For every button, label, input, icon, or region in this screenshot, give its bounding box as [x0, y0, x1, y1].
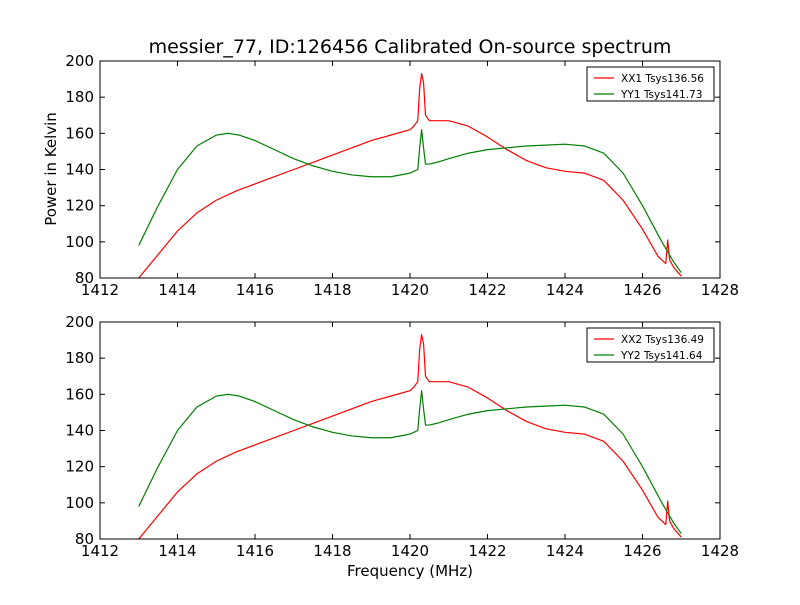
legend-label: YY1 Tsys141.73	[620, 89, 702, 101]
x-tick-label: 1424	[546, 542, 584, 560]
x-tick-label: 1412	[81, 542, 119, 560]
x-tick-label: 1420	[391, 281, 429, 299]
series-line-1-1	[138, 73, 682, 278]
y-tick-label: 200	[65, 313, 94, 331]
x-tick-label: 1422	[468, 281, 506, 299]
y-tick-label: 120	[65, 197, 94, 215]
y-tick-label: 200	[65, 52, 94, 70]
legend: XX2 Tsys136.49 YY2 Tsys141.64	[586, 327, 715, 363]
y-tick-label: 160	[65, 124, 94, 142]
x-tick-label: 1414	[158, 281, 196, 299]
y-tick-label: 140	[65, 161, 94, 179]
legend-label: YY2 Tsys141.64	[620, 350, 703, 362]
y-axis-title: Power in Kelvin	[42, 112, 60, 226]
subplot-1: 1412 1414 1416 1418 1420 1422 1424 1426 1428 80 10…	[65, 52, 739, 299]
legend-box	[586, 327, 715, 363]
y-tick-label: 140	[65, 422, 94, 440]
y-tick-label: 180	[65, 349, 94, 367]
x-tick-label: 1426	[623, 281, 661, 299]
y-tick-label: 100	[65, 494, 94, 512]
x-tick-label: 1426	[623, 542, 661, 560]
series-line-1-2	[138, 129, 682, 273]
x-tick-label: 1428	[701, 281, 739, 299]
x-tick-label: 1422	[468, 542, 506, 560]
x-tick-label: 1420	[391, 542, 429, 560]
legend-box	[586, 66, 715, 102]
x-tick-label: 1414	[158, 542, 196, 560]
subplot-2: 1412 1414 1416 1418 1420 1422 1424 1426 1428 80 10…	[65, 313, 739, 560]
series-line-2-1	[138, 334, 682, 539]
x-tick-label: 1418	[313, 542, 351, 560]
y-tick-label: 80	[75, 530, 94, 548]
x-tick-label: 1416	[236, 542, 274, 560]
y-tick-label: 160	[65, 385, 94, 403]
y-tick-label: 120	[65, 458, 94, 476]
y-tick-label: 80	[75, 269, 94, 287]
y-tick-label: 180	[65, 88, 94, 106]
x-tick-label: 1418	[313, 281, 351, 299]
x-axis-title: Frequency (MHz)	[347, 562, 473, 580]
x-tick-label: 1424	[546, 281, 584, 299]
x-tick-label: 1412	[81, 281, 119, 299]
y-tick-label: 100	[65, 233, 94, 251]
legend: XX1 Tsys136.56 YY1 Tsys141.73	[586, 66, 715, 102]
chart-title: messier_77, ID:126456 Calibrated On-sour…	[149, 36, 672, 58]
x-tick-label: 1416	[236, 281, 274, 299]
legend-label: XX2 Tsys136.49	[621, 334, 704, 346]
series-line-2-2	[138, 390, 682, 534]
x-tick-label: 1428	[701, 542, 739, 560]
legend-label: XX1 Tsys136.56	[621, 73, 704, 85]
